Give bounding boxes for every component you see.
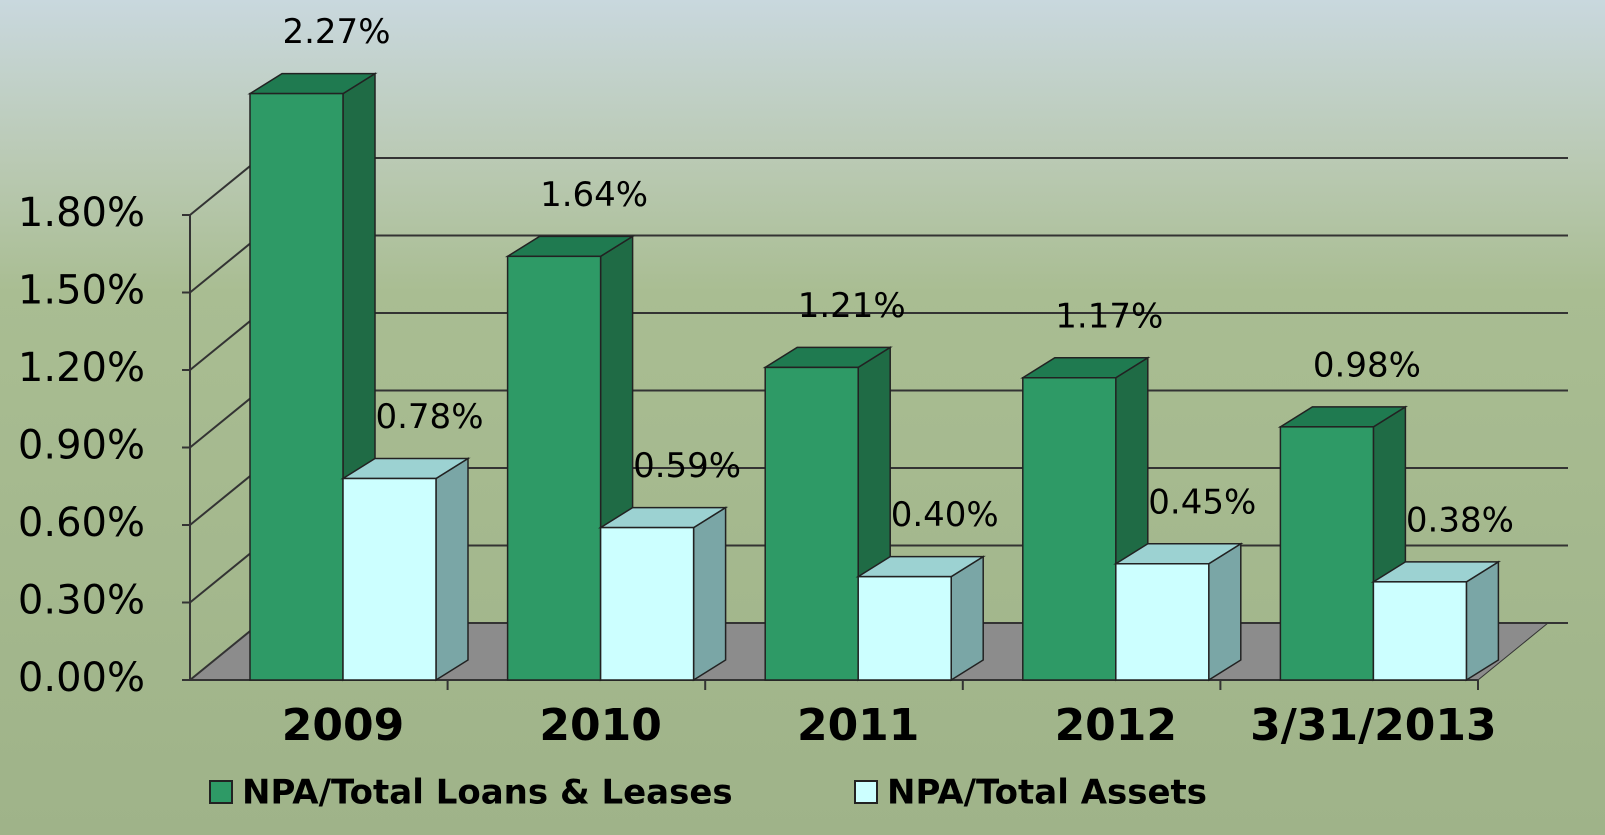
value-label: 0.78% [375,397,483,437]
bar [506,255,602,681]
grid-line [189,467,261,526]
x-tick-label: 2010 [539,700,661,751]
bar [1022,377,1117,681]
legend-swatch [854,780,878,804]
bar [599,526,695,681]
bar-side [950,555,984,682]
legend-swatch [209,780,233,804]
grid-line [189,544,261,604]
y-tick-label: 1.80% [18,190,145,236]
y-tick-label: 1.50% [18,268,145,314]
value-label: 0.38% [1406,500,1514,540]
bar [342,477,437,681]
legend-label: NPA/Total Assets [887,773,1207,813]
x-tick-label: 2011 [797,700,919,751]
y-tick-label: 0.90% [18,423,145,469]
bar-side [435,457,469,682]
legend-label: NPA/Total Loans & Leases [242,773,733,813]
value-label: 2.27% [282,12,390,52]
y-tick-label: 1.20% [18,345,145,391]
bar-side [692,506,727,682]
value-label: 1.64% [540,175,648,215]
grid-line [189,622,261,681]
bar [857,575,952,681]
value-label: 1.21% [798,286,906,326]
value-label: 0.40% [891,495,999,535]
bar [1279,426,1375,681]
y-tick-label: 0.30% [18,578,145,624]
bar [764,366,859,681]
value-label: 0.59% [633,446,741,486]
x-tick-label: 2009 [282,700,404,751]
bar [1115,563,1210,681]
grid-line [189,312,261,371]
grid-line [189,157,261,216]
x-tick-label: 2012 [1055,700,1177,751]
grid-line [189,234,261,294]
grid-line [189,389,261,449]
bar [249,92,344,681]
x-tick-label: 3/31/2013 [1250,700,1496,751]
value-label: 1.17% [1055,296,1163,336]
value-label: 0.45% [1148,482,1256,522]
value-label: 0.98% [1313,345,1421,385]
y-tick-label: 0.00% [18,655,145,701]
bar [1372,581,1468,681]
y-tick-label: 0.60% [18,500,145,546]
bar-side [1208,542,1242,682]
